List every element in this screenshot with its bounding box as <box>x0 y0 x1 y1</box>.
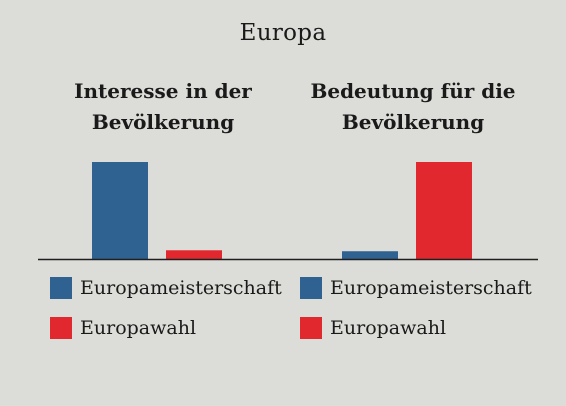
bar-europawahl <box>166 250 222 259</box>
legend-label: Europameisterschaft <box>80 277 282 299</box>
legend-swatch <box>50 277 72 299</box>
chart-panel-interesse: Interesse in der Bevölkerung Europameist… <box>38 76 288 339</box>
bar-europawahl <box>416 162 472 259</box>
chart-title: Bedeutung für die Bevölkerung <box>310 79 516 134</box>
legend-item-europawahl: Europawahl <box>300 316 532 340</box>
legend-label: Europameisterschaft <box>330 277 532 299</box>
bar-plot <box>38 162 288 261</box>
legend-item-europameisterschaft: Europameisterschaft <box>50 276 282 300</box>
legend-swatch <box>300 277 322 299</box>
bar-plot <box>288 162 538 261</box>
legend-swatch <box>300 317 322 339</box>
legend-item-europameisterschaft: Europameisterschaft <box>300 276 532 300</box>
legend: Europameisterschaft Europawahl <box>50 276 282 356</box>
chart-title: Interesse in der Bevölkerung <box>74 79 252 134</box>
legend-item-europawahl: Europawahl <box>50 316 282 340</box>
chart-panel-bedeutung: Bedeutung für die Bevölkerung Europameis… <box>288 76 538 339</box>
bar-europameisterschaft <box>92 162 148 259</box>
legend-swatch <box>50 317 72 339</box>
legend: Europameisterschaft Europawahl <box>300 276 532 356</box>
legend-label: Europawahl <box>80 317 197 339</box>
page-title: Europa <box>239 20 327 46</box>
bar-europameisterschaft <box>342 251 398 259</box>
legend-label: Europawahl <box>330 317 447 339</box>
